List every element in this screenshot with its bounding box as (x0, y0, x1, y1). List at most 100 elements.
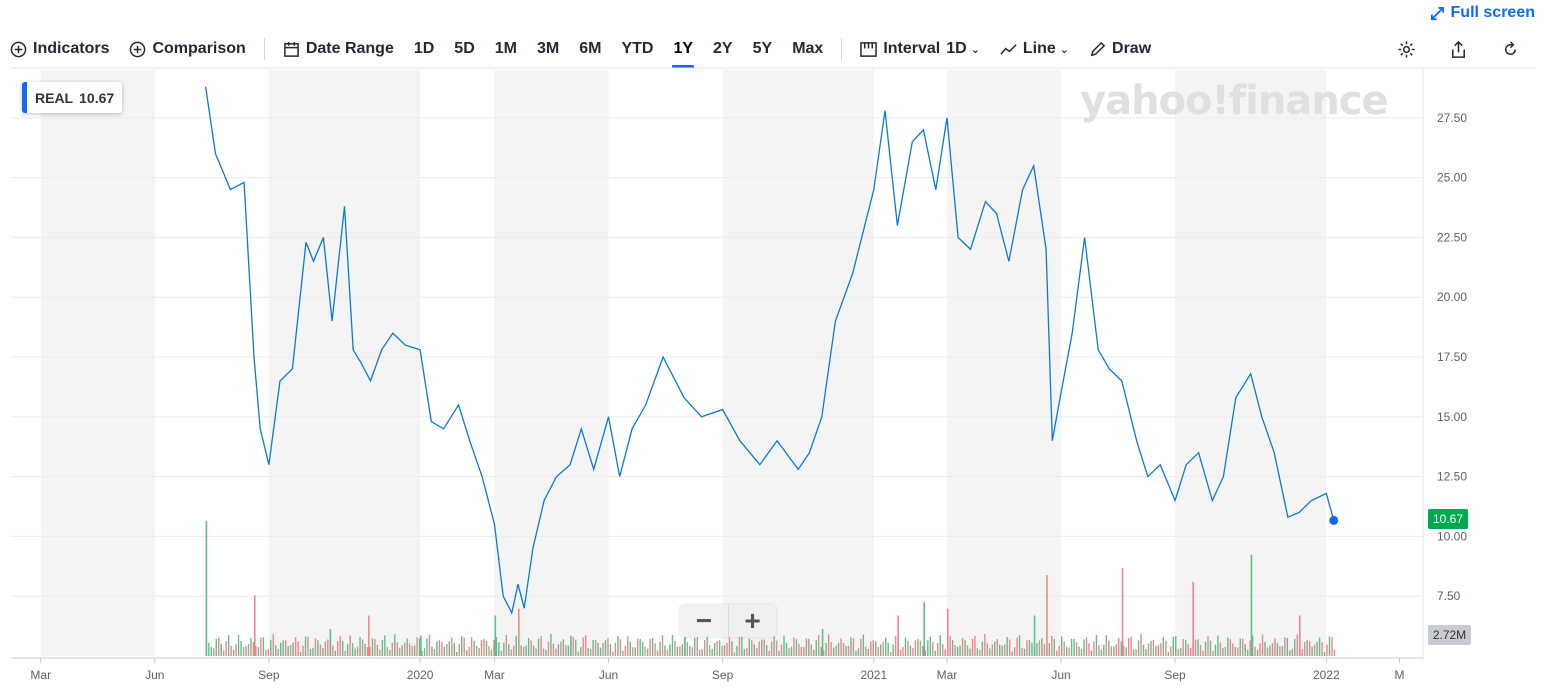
volume-bar (265, 649, 267, 656)
volume-bar (309, 649, 312, 656)
volume-bar (253, 595, 256, 656)
volume-bar (639, 639, 641, 656)
date-range-button[interactable]: Date Range (273, 34, 404, 64)
volume-bar (1065, 647, 1068, 656)
volume-bar (232, 649, 235, 656)
volume-bar (830, 642, 832, 656)
volume-bar (974, 635, 976, 656)
range-ytd[interactable]: YTD (621, 40, 654, 57)
volume-bar (280, 642, 282, 656)
volume-bar (1197, 639, 1199, 656)
range-max[interactable]: Max (792, 40, 824, 57)
volume-bar (699, 649, 701, 656)
volume-bar (862, 634, 865, 656)
settings-button[interactable] (1391, 34, 1421, 64)
volume-bar (284, 640, 287, 656)
volume-bar (899, 649, 902, 656)
volume-bar (954, 645, 956, 656)
gear-icon (1397, 40, 1415, 58)
volume-bar (582, 637, 584, 656)
volume-bar (1219, 642, 1222, 656)
volume-bar (220, 643, 222, 656)
volume-bar (289, 644, 292, 656)
zoom-in-button[interactable]: + (728, 605, 776, 637)
range-5y[interactable]: 5Y (752, 40, 773, 57)
volume-bar (1244, 644, 1246, 656)
x-tick-label: Mar (937, 668, 958, 682)
volume-bar (1053, 638, 1055, 656)
volume-bar (1075, 642, 1078, 656)
volume-bar (359, 637, 361, 656)
expand-icon (1430, 6, 1444, 20)
zoom-out-button[interactable]: − (695, 605, 713, 636)
volume-bar (731, 641, 733, 656)
comparison-button[interactable]: Comparison (119, 34, 255, 64)
volume-bar (1061, 636, 1063, 656)
volume-bar (1306, 640, 1308, 656)
volume-bar (322, 647, 324, 656)
volume-bar (1031, 642, 1033, 656)
volume-bar (892, 644, 894, 656)
range-2y[interactable]: 2Y (713, 40, 733, 57)
volume-bar (381, 639, 384, 656)
volume-bar (1289, 650, 1291, 656)
volume-bar (518, 608, 520, 656)
volume-bar (1011, 651, 1013, 656)
volume-bar (651, 637, 654, 656)
volume-bar (465, 650, 468, 656)
volume-bar (1073, 639, 1075, 656)
volume-bar (1083, 639, 1085, 656)
volume-bar (374, 639, 376, 656)
volume-bar (1316, 641, 1318, 656)
volume-bar (790, 646, 793, 656)
volume-bar (917, 639, 919, 656)
volume-bar (230, 645, 232, 656)
volume-bar (1003, 644, 1006, 656)
volume-bar (815, 640, 817, 656)
volume-bar (463, 637, 465, 656)
volume-bar (260, 637, 262, 656)
range-5d[interactable]: 5D (454, 40, 475, 57)
volume-bar (292, 642, 294, 656)
volume-bar (490, 649, 493, 656)
volume-bar (612, 651, 614, 656)
volume-bar (483, 639, 485, 656)
volume-bar (989, 648, 991, 656)
volume-bar (349, 635, 351, 656)
volume-bar (785, 642, 788, 656)
range-1y[interactable]: 1Y (663, 34, 703, 68)
volume-bar (1299, 615, 1301, 656)
share-button[interactable] (1443, 34, 1473, 64)
volume-bar (1140, 634, 1142, 656)
volume-bar (368, 615, 370, 656)
volume-bar (575, 639, 577, 656)
range-6m[interactable]: 6M (579, 40, 602, 57)
range-1m[interactable]: 1M (494, 40, 517, 57)
volume-bar (227, 635, 230, 656)
volume-bar (1308, 641, 1311, 656)
price-line (204, 86, 1335, 615)
range-1d[interactable]: 1D (413, 40, 435, 57)
reset-button[interactable] (1495, 34, 1525, 64)
fullscreen-button[interactable]: Full screen (1430, 4, 1535, 22)
volume-bar (741, 636, 743, 656)
volume-bar (473, 640, 475, 656)
volume-bar (703, 640, 706, 656)
volume-bar (1095, 635, 1098, 656)
volume-bar (969, 648, 971, 656)
volume-bar (944, 649, 946, 656)
volume-bar (1323, 651, 1326, 656)
volume-bar (555, 648, 557, 656)
interval-dropdown[interactable]: Interval 1D ⌄ (850, 34, 990, 64)
volume-bar (1118, 638, 1120, 656)
volume-bar (312, 647, 314, 656)
range-3m[interactable]: 3M (536, 40, 560, 57)
volume-bar (912, 647, 914, 656)
volume-bar (1162, 637, 1165, 656)
indicators-button[interactable]: Indicators (0, 34, 119, 64)
volume-bar (1090, 650, 1093, 656)
line-type-dropdown[interactable]: Line ⌄ (990, 34, 1079, 64)
volume-bar (565, 644, 567, 656)
draw-button[interactable]: Draw (1079, 34, 1161, 64)
